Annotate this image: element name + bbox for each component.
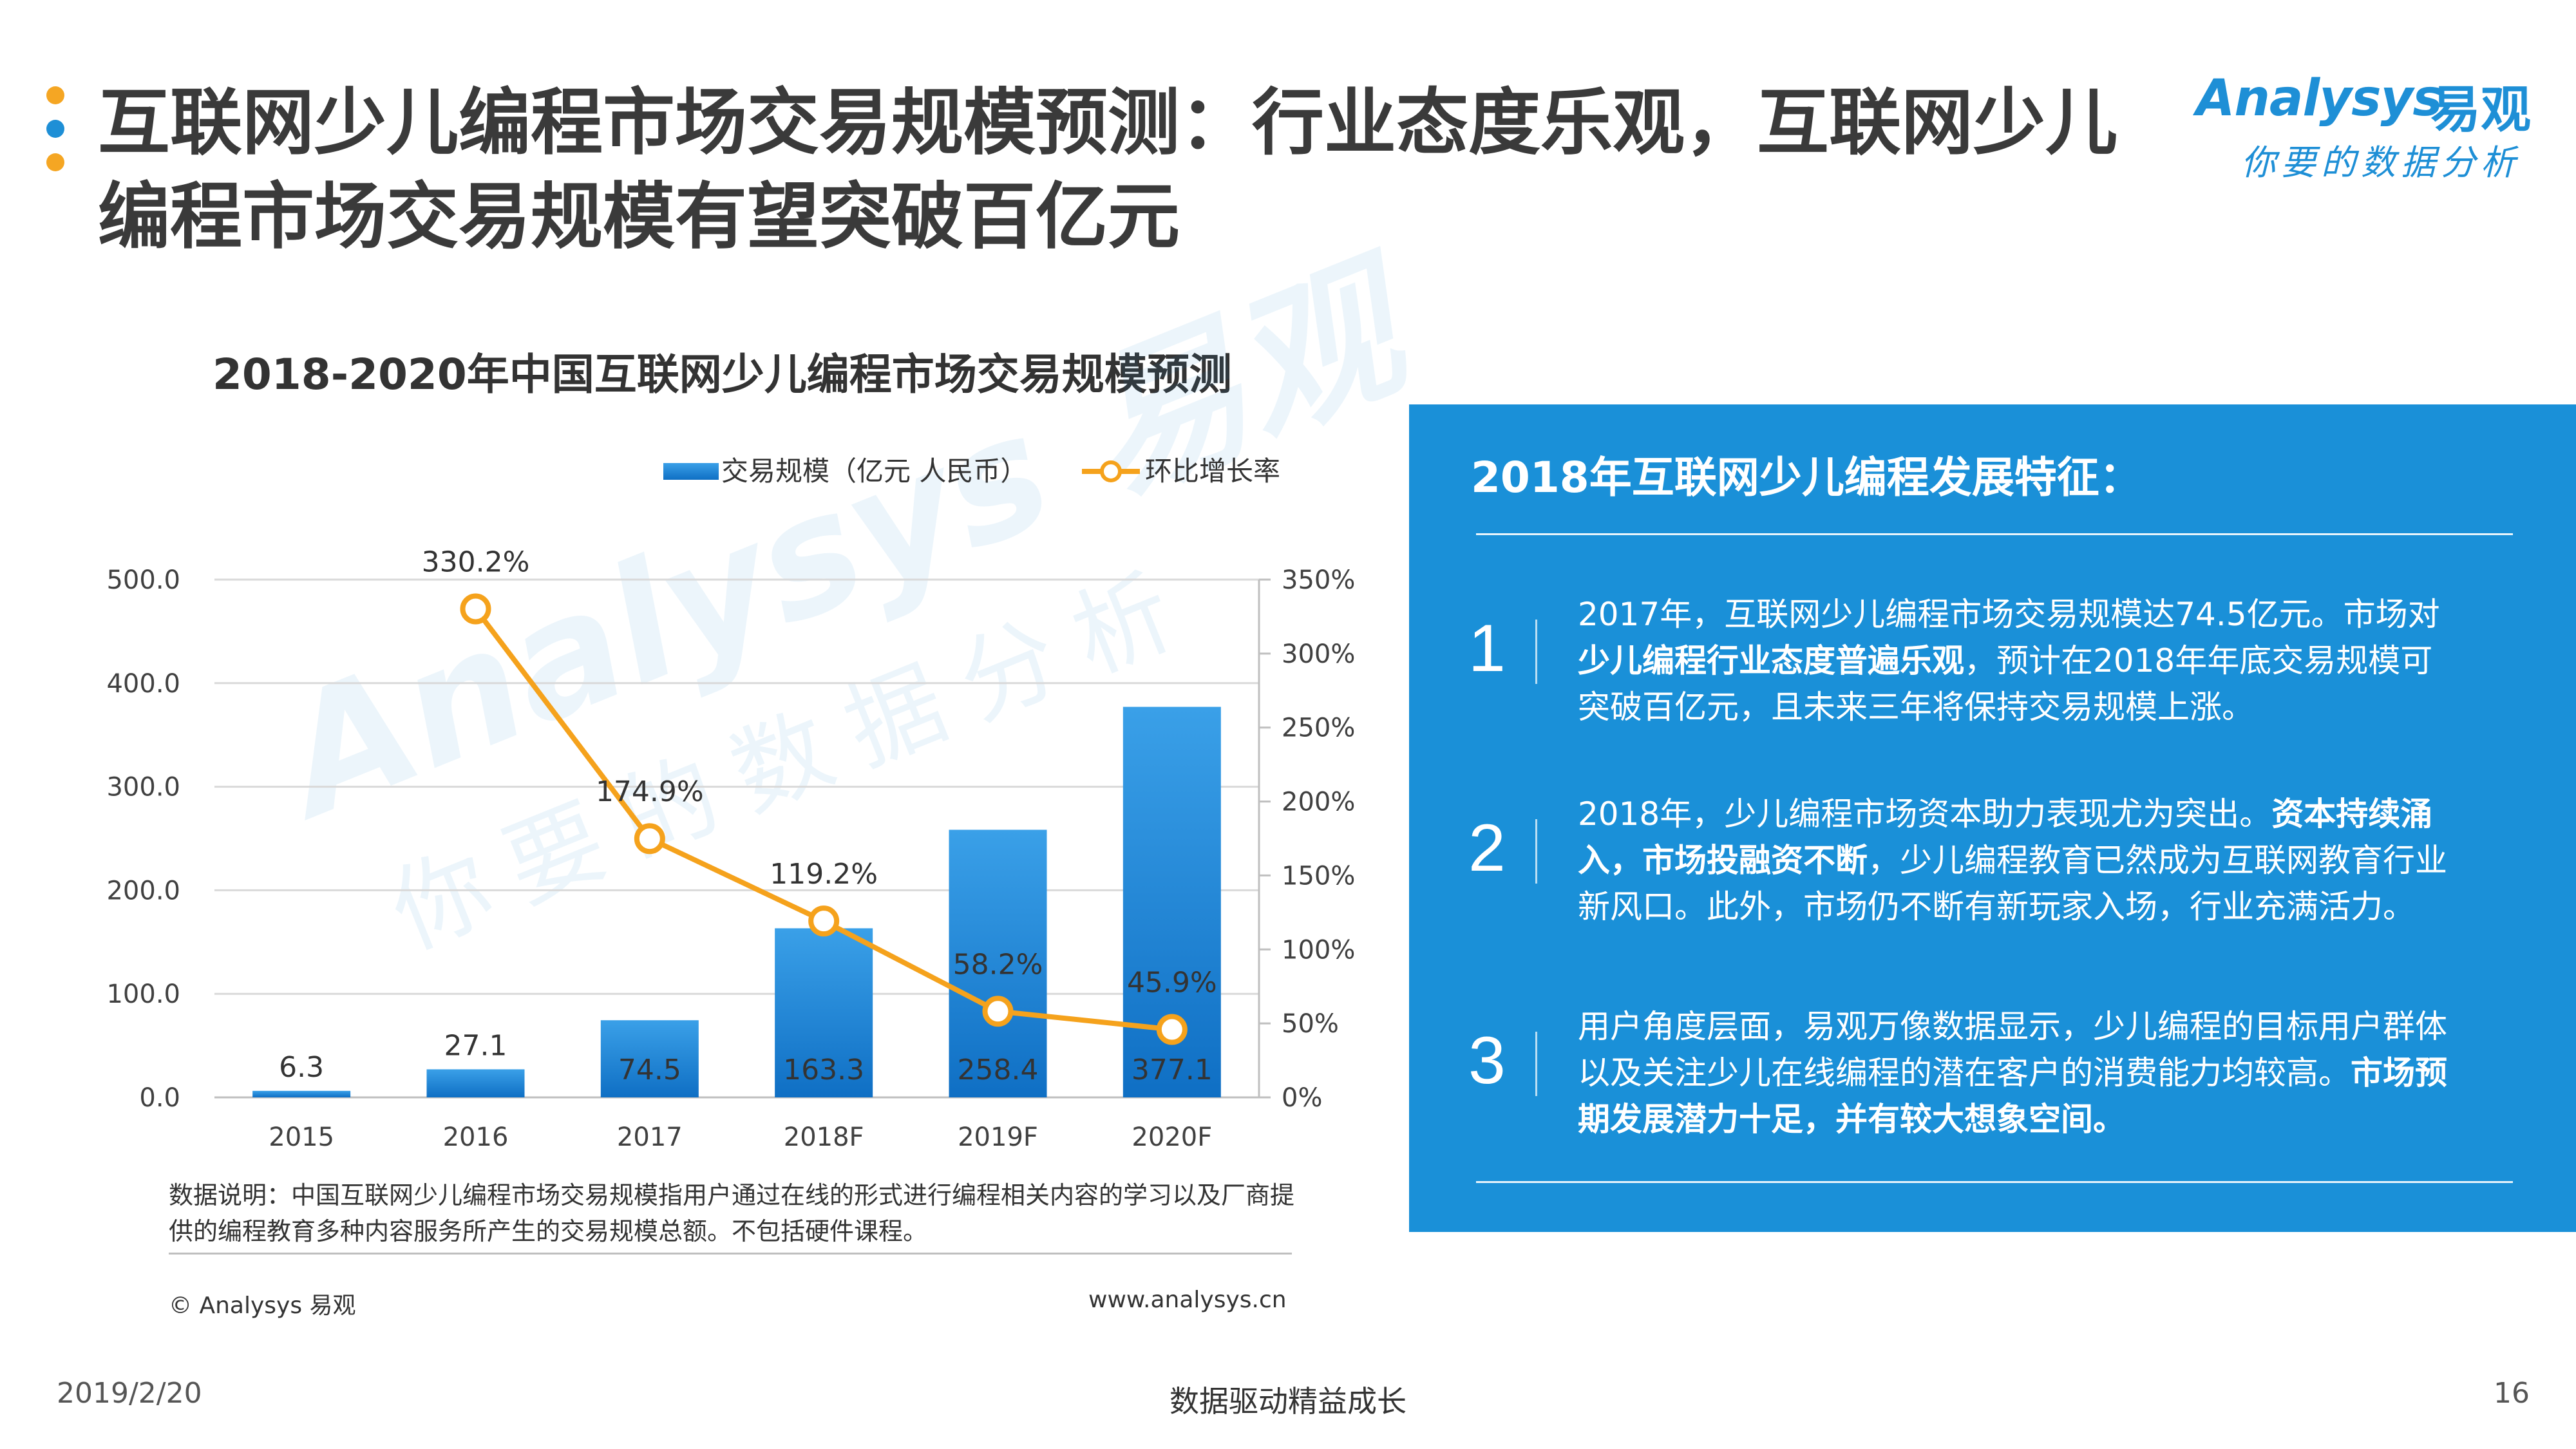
- x-tick-label: 2018F: [784, 1122, 864, 1152]
- features-panel: 2018年互联网少儿编程发展特征： 1 2017年，互联网少儿编程市场交易规模达…: [1409, 404, 2576, 1232]
- legend-line-label: 环比增长率: [1145, 455, 1280, 487]
- x-tick-label: 2015: [269, 1122, 334, 1152]
- right-tick-label: 100%: [1282, 935, 1355, 965]
- title-bullet-dots: [46, 86, 66, 187]
- logo-tagline: 你要的数据分析: [2241, 142, 2521, 183]
- growth-value-label: 174.9%: [596, 775, 704, 808]
- logo-brand-cn: 易观: [2430, 81, 2531, 139]
- right-tick-label: 250%: [1282, 714, 1355, 743]
- x-tick-label: 2017: [617, 1122, 683, 1152]
- legend-bar-label: 交易规模（亿元 人民币）: [721, 455, 1027, 487]
- footer-date: 2019/2/20: [57, 1377, 202, 1410]
- feature-text: 2017年，互联网少儿编程市场交易规模达74.5亿元。市场对少儿编程行业态度普遍…: [1578, 596, 2440, 726]
- logo-brand: Analysys: [2196, 70, 2443, 128]
- x-tick-label: 2020F: [1132, 1122, 1212, 1152]
- bar-value-label: 27.1: [444, 1029, 507, 1062]
- analysys-logo: Analysys 易观 你要的数据分析: [2196, 70, 2531, 183]
- bullet-dot: [46, 86, 64, 104]
- bar-value-label: 74.5: [618, 1054, 681, 1086]
- feature-text: 用户角度层面，易观万像数据显示，少儿编程的目标用户群体以及关注少儿在线编程的潜在…: [1578, 1008, 2447, 1138]
- bar: [775, 928, 873, 1097]
- bar-value-label: 6.3: [279, 1051, 324, 1084]
- bullet-dot: [46, 153, 64, 171]
- right-tick-label: 150%: [1282, 861, 1355, 891]
- panel-bottom-divider: [1476, 1181, 2513, 1183]
- footer-slogan: 数据驱动精益成长: [1170, 1384, 1406, 1419]
- left-tick-label: 300.0: [106, 773, 180, 802]
- growth-marker: [634, 823, 665, 855]
- feature-separator: [1535, 1032, 1537, 1096]
- data-labels: 6.3 27.1 74.5 163.3 258.4 377.1 330.2% 174.9% 11…: [279, 545, 1217, 1086]
- copyright-text: © Analysys 易观: [169, 1293, 356, 1319]
- feature-number: 3: [1468, 1023, 1506, 1098]
- feature-number: 1: [1468, 611, 1506, 686]
- bullet-dot: [46, 120, 64, 138]
- growth-marker: [982, 996, 1014, 1027]
- right-tick-label: 200%: [1282, 788, 1355, 817]
- legend-line-marker: [1100, 460, 1122, 482]
- bar: [252, 1090, 351, 1097]
- growth-marker: [460, 593, 491, 625]
- bar-value-label: 163.3: [783, 1054, 864, 1086]
- feature-number: 2: [1468, 811, 1506, 886]
- growth-marker: [808, 905, 840, 937]
- legend-bar-swatch: [663, 463, 719, 480]
- right-tick-label: 350%: [1282, 565, 1355, 595]
- left-tick-label: 200.0: [106, 876, 180, 905]
- data-note: 数据说明：中国互联网少儿编程市场交易规模指用户通过在线的形式进行编程相关内容的学…: [169, 1181, 1295, 1245]
- combo-chart: 0.0 100.0 200.0 300.0 400.0 500.0 0% 50% 100% 150…: [106, 455, 1355, 1152]
- bar: [426, 1069, 525, 1097]
- page-title: 互联网少儿编程市场交易规模预测：行业态度乐观，互联网少儿 编程市场交易规模有望突…: [98, 81, 2117, 259]
- gridlines: [214, 578, 1259, 995]
- x-tick-label: 2016: [443, 1122, 509, 1152]
- legend: 交易规模（亿元 人民币） 环比增长率: [663, 455, 1280, 487]
- left-tick-label: 400.0: [106, 669, 180, 699]
- panel-title: 2018年互联网少儿编程发展特征：: [1471, 453, 2142, 502]
- feature-text: 2018年，少儿编程市场资本助力表现尤为突出。资本持续涌入，市场投融资不断，少儿…: [1578, 795, 2447, 925]
- feature-separator: [1535, 819, 1537, 884]
- growth-value-label: 119.2%: [770, 858, 878, 891]
- growth-value-label: 45.9%: [1127, 967, 1217, 999]
- left-tick-label: 100.0: [106, 980, 180, 1009]
- website-link[interactable]: www.analysys.cn: [1088, 1287, 1287, 1313]
- bars: [252, 706, 1221, 1097]
- chart-title: 2018-2020年中国互联网少儿编程市场交易规模预测: [213, 350, 1232, 399]
- bar: [949, 829, 1047, 1097]
- bar: [600, 1020, 699, 1097]
- growth-value-label: 58.2%: [953, 948, 1043, 981]
- axes: 0.0 100.0 200.0 300.0 400.0 500.0 0% 50% 100% 150…: [106, 565, 1355, 1152]
- growth-value-label: 330.2%: [422, 545, 530, 578]
- bar-value-label: 258.4: [958, 1054, 1039, 1086]
- right-tick-label: 50%: [1282, 1009, 1339, 1039]
- right-tick-label: 0%: [1282, 1083, 1322, 1113]
- growth-line: [460, 593, 1188, 1045]
- left-tick-label: 0.0: [139, 1083, 180, 1113]
- feature-separator: [1535, 620, 1537, 684]
- right-tick-label: 300%: [1282, 639, 1355, 669]
- panel-top-divider: [1476, 533, 2513, 535]
- x-tick-label: 2019F: [958, 1122, 1038, 1152]
- note-divider: [169, 1253, 1292, 1255]
- growth-marker: [1156, 1014, 1188, 1045]
- bar-value-label: 377.1: [1132, 1054, 1213, 1086]
- page-number: 16: [2494, 1377, 2530, 1410]
- left-tick-label: 500.0: [106, 565, 180, 595]
